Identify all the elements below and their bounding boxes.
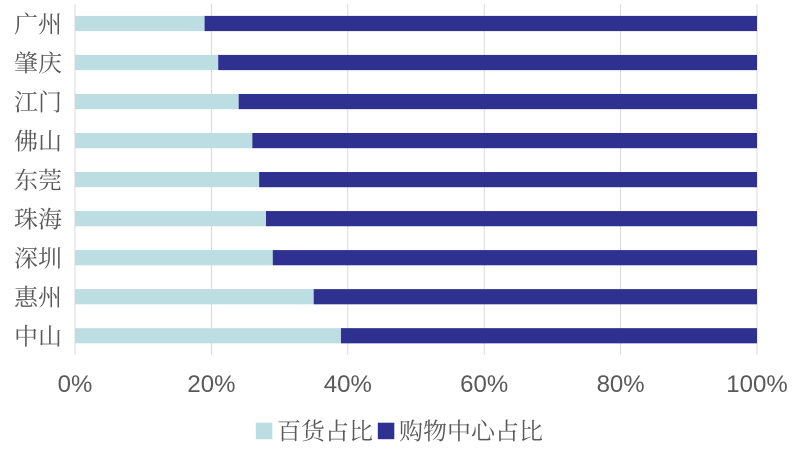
svg-text:100%: 100%	[726, 371, 787, 398]
svg-text:40%: 40%	[324, 371, 372, 398]
svg-text:0%: 0%	[58, 371, 93, 398]
svg-text:20%: 20%	[187, 371, 235, 398]
svg-text:80%: 80%	[597, 371, 645, 398]
svg-text:60%: 60%	[460, 371, 508, 398]
